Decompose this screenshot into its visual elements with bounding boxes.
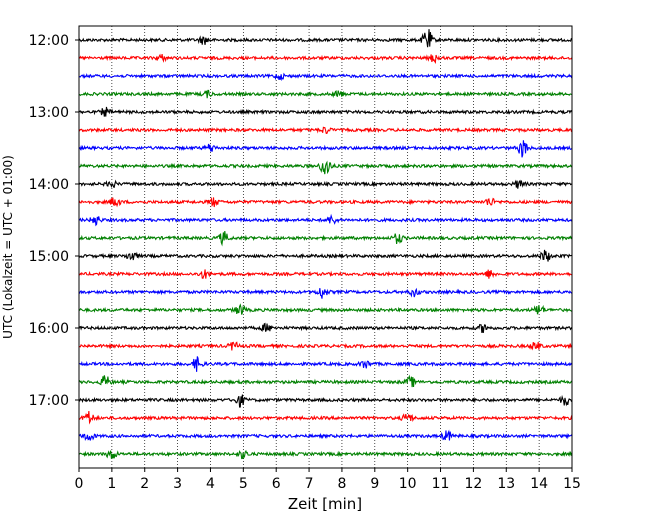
plot-frame	[78, 25, 573, 469]
seismic-trace	[78, 410, 573, 425]
y-tick-label: 12:00	[29, 33, 69, 49]
x-tick-label: 6	[272, 476, 281, 492]
y-tick-label: 17:00	[29, 393, 69, 409]
x-axis-ticks: 0 1 2 3 4 5 6 7 8 9 10 11 12 13 14 15	[75, 468, 581, 492]
seismic-trace	[78, 140, 573, 158]
x-tick-label: 5	[239, 476, 248, 492]
y-tick-label: 13:00	[29, 105, 69, 121]
seismic-trace	[78, 269, 573, 279]
seismic-trace	[78, 374, 573, 388]
seismic-trace	[78, 89, 573, 99]
seismic-trace	[78, 126, 573, 134]
seismic-trace	[78, 72, 573, 82]
x-tick-label: 11	[432, 476, 450, 492]
x-tick-label: 15	[563, 476, 581, 492]
seismic-trace	[78, 196, 573, 208]
x-tick-label: 2	[140, 476, 149, 492]
x-tick-label: 12	[464, 476, 482, 492]
seismic-trace	[78, 106, 573, 117]
x-tick-label: 13	[497, 476, 515, 492]
x-tick-label: 7	[305, 476, 314, 492]
seismic-trace	[78, 213, 573, 227]
plot-background	[79, 26, 572, 468]
x-tick-label: 14	[530, 476, 548, 492]
x-tick-label: 4	[206, 476, 215, 492]
seismic-trace	[78, 356, 573, 372]
seismic-trace	[78, 449, 573, 460]
x-tick-label: 9	[370, 476, 379, 492]
seismic-trace	[78, 429, 573, 442]
x-axis-label: Zeit [min]	[288, 495, 362, 513]
seismic-trace	[78, 287, 573, 299]
y-tick-label: 14:00	[29, 177, 69, 193]
seismic-trace	[78, 303, 573, 315]
seismic-trace	[78, 160, 573, 175]
x-tick-label: 1	[107, 476, 116, 492]
seismic-trace	[78, 53, 573, 65]
seismic-trace	[78, 230, 573, 247]
y-axis-label: UTC (Lokalzeit = UTC + 01:00)	[1, 155, 15, 339]
y-axis-ticks: 12:00 13:00 14:00 15:00 16:00 17:00	[29, 33, 79, 409]
x-tick-label: 8	[337, 476, 346, 492]
x-tick-label: 3	[173, 476, 182, 492]
seismic-trace	[78, 179, 573, 189]
y-tick-label: 16:00	[29, 321, 69, 337]
x-tick-label: 10	[399, 476, 417, 492]
seismic-trace	[78, 29, 573, 48]
seismic-trace	[78, 322, 573, 333]
x-tick-label: 0	[75, 476, 84, 492]
seismic-trace	[78, 394, 573, 408]
seismic-trace	[78, 341, 573, 351]
trace-group	[78, 29, 573, 460]
seismic-trace	[78, 249, 573, 262]
y-tick-label: 15:00	[29, 249, 69, 265]
